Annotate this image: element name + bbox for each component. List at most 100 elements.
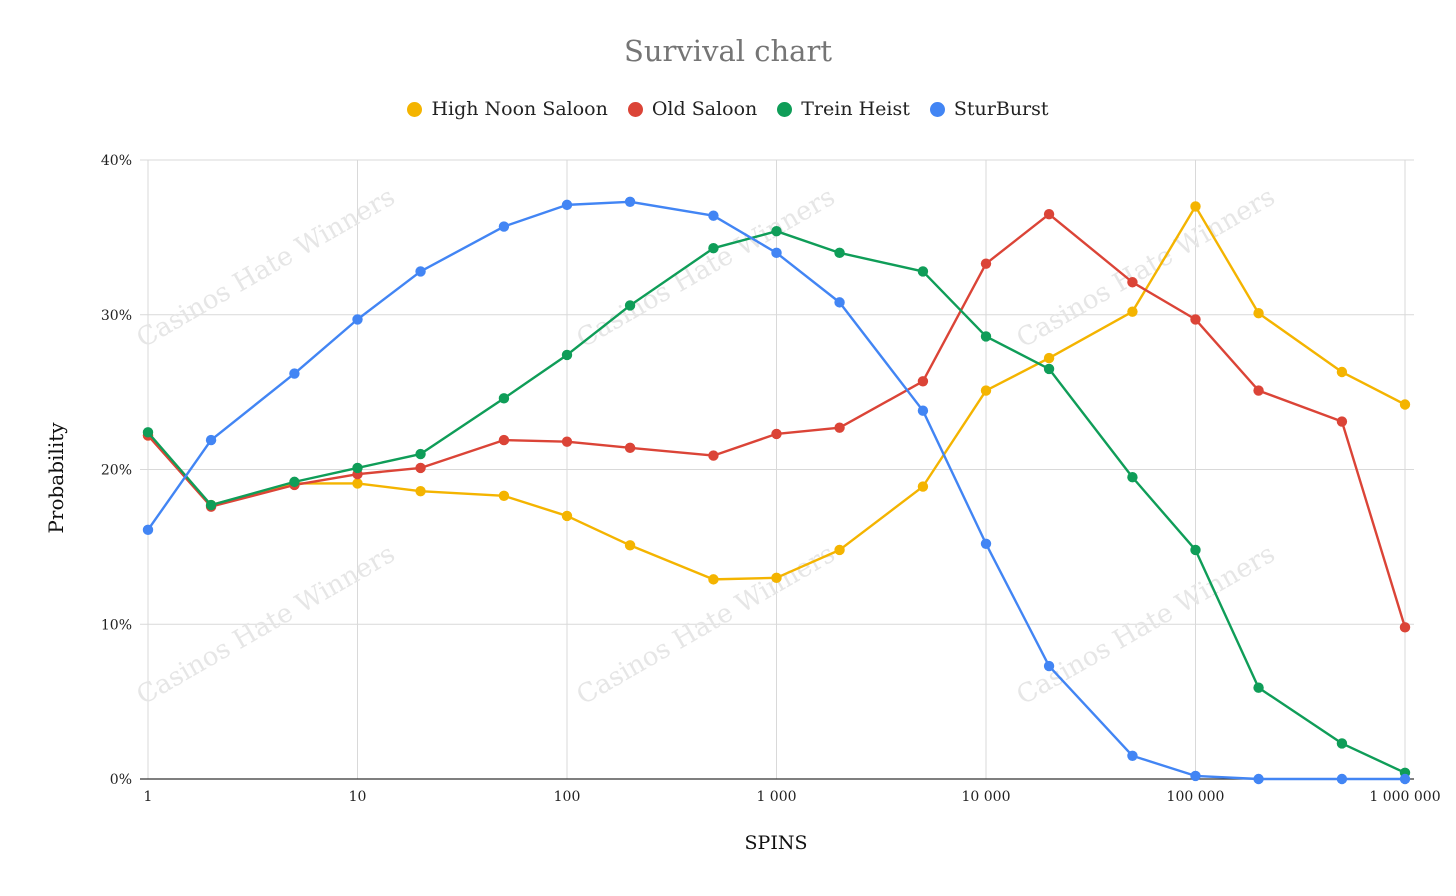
x-tick-label: 1	[144, 789, 153, 805]
watermark-text: Casinos Hate Winners	[132, 182, 400, 354]
legend-label-sturburst: SturBurst	[953, 98, 1049, 120]
data-point-old-saloon	[561, 436, 573, 447]
x-tick-label: 1 000	[756, 789, 796, 805]
legend-label-trein-heist: Trein Heist	[801, 98, 910, 120]
data-point-trein-heist	[289, 476, 300, 488]
data-point-high-noon-saloon	[834, 544, 845, 556]
data-point-sturburst	[980, 538, 992, 549]
legend-item-old-saloon[interactable]: Old Saloon	[627, 98, 758, 120]
legend-item-trein-heist[interactable]: Trein Heist	[777, 98, 910, 120]
data-point-old-saloon	[624, 442, 636, 454]
data-point-high-noon-saloon	[624, 540, 636, 551]
data-point-old-saloon	[1336, 416, 1348, 427]
watermark-text: Casinos Hate Winners	[572, 182, 840, 354]
data-point-old-saloon	[917, 376, 929, 387]
y-tick-label: 0%	[110, 772, 132, 788]
data-point-trein-heist	[708, 243, 719, 254]
y-tick-label: 40%	[101, 153, 132, 169]
data-point-trein-heist	[917, 266, 929, 277]
data-point-sturburst	[1127, 750, 1138, 761]
data-point-sturburst	[142, 524, 154, 536]
data-point-sturburst	[708, 210, 719, 221]
data-point-trein-heist	[205, 499, 217, 511]
data-point-old-saloon	[1399, 622, 1411, 633]
data-point-trein-heist	[352, 462, 363, 474]
data-point-trein-heist	[1043, 363, 1055, 375]
data-point-trein-heist	[624, 300, 636, 311]
data-point-high-noon-saloon	[1043, 352, 1055, 364]
data-point-sturburst	[834, 297, 845, 308]
data-point-old-saloon	[498, 434, 510, 446]
x-tick-label: 100 000	[1167, 789, 1225, 805]
y-tick-label: 10%	[101, 617, 132, 633]
data-point-trein-heist	[834, 247, 845, 259]
data-point-sturburst	[561, 199, 573, 211]
data-point-high-noon-saloon	[498, 490, 510, 502]
x-axis-label: SPINS	[744, 832, 808, 854]
data-point-sturburst	[771, 247, 782, 259]
data-point-old-saloon	[834, 422, 845, 433]
data-point-trein-heist	[142, 427, 154, 438]
data-point-high-noon-saloon	[1253, 308, 1264, 319]
data-point-high-noon-saloon	[1336, 366, 1348, 378]
data-point-trein-heist	[415, 448, 426, 460]
data-point-sturburst	[1190, 770, 1201, 782]
x-tick-label: 10 000	[962, 789, 1011, 805]
data-point-sturburst	[1399, 773, 1411, 785]
legend-swatch-trein-heist	[777, 101, 793, 117]
data-point-high-noon-saloon	[708, 574, 719, 585]
data-point-high-noon-saloon	[415, 485, 426, 497]
watermark-text: Casinos Hate Winners	[1012, 182, 1280, 354]
data-point-old-saloon	[415, 462, 426, 474]
data-point-sturburst	[624, 196, 636, 207]
data-point-high-noon-saloon	[917, 481, 929, 492]
legend-label-old-saloon: Old Saloon	[651, 98, 758, 120]
legend-item-sturburst[interactable]: SturBurst	[929, 98, 1049, 120]
data-point-high-noon-saloon	[980, 385, 992, 396]
data-point-trein-heist	[1253, 682, 1264, 693]
legend: High Noon Saloon Old Saloon Trein Heist …	[0, 98, 1456, 120]
x-tick-label: 1 000 000	[1369, 789, 1440, 805]
data-point-sturburst	[1336, 773, 1348, 785]
legend-swatch-old-saloon	[627, 101, 643, 117]
data-point-old-saloon	[1043, 208, 1055, 220]
data-point-trein-heist	[1336, 738, 1348, 749]
data-point-high-noon-saloon	[1399, 399, 1411, 410]
data-point-trein-heist	[498, 393, 510, 404]
data-point-trein-heist	[771, 225, 782, 237]
x-tick-label: 100	[554, 789, 581, 805]
data-point-high-noon-saloon	[771, 572, 782, 584]
y-tick-label: 20%	[101, 463, 132, 479]
legend-label-high-noon-saloon: High Noon Saloon	[431, 98, 608, 120]
data-point-old-saloon	[771, 428, 782, 440]
data-point-trein-heist	[1127, 472, 1138, 483]
data-point-high-noon-saloon	[561, 510, 573, 522]
data-point-sturburst	[1043, 660, 1055, 672]
watermark-text: Casinos Hate Winners	[572, 539, 840, 711]
watermark-text: Casinos Hate Winners	[1012, 539, 1280, 711]
data-point-old-saloon	[708, 450, 719, 461]
legend-item-high-noon-saloon[interactable]: High Noon Saloon	[407, 98, 608, 120]
data-point-old-saloon	[1127, 277, 1138, 288]
y-tick-label: 30%	[101, 308, 132, 324]
data-point-sturburst	[352, 314, 363, 325]
data-point-high-noon-saloon	[352, 478, 363, 489]
watermark-text: Casinos Hate Winners	[132, 539, 400, 711]
data-point-old-saloon	[1190, 314, 1201, 325]
data-point-trein-heist	[561, 349, 573, 361]
data-point-sturburst	[205, 434, 217, 446]
data-point-old-saloon	[980, 258, 992, 269]
data-point-high-noon-saloon	[1190, 201, 1201, 212]
data-point-sturburst	[1253, 773, 1264, 785]
data-point-trein-heist	[980, 331, 992, 342]
data-point-sturburst	[289, 368, 300, 379]
legend-swatch-sturburst	[929, 101, 945, 117]
chart-title: Survival chart	[624, 34, 832, 68]
data-point-high-noon-saloon	[1127, 306, 1138, 317]
x-tick-label: 10	[349, 789, 367, 805]
data-point-sturburst	[415, 266, 426, 277]
data-point-old-saloon	[1253, 385, 1264, 396]
data-point-sturburst	[917, 405, 929, 416]
